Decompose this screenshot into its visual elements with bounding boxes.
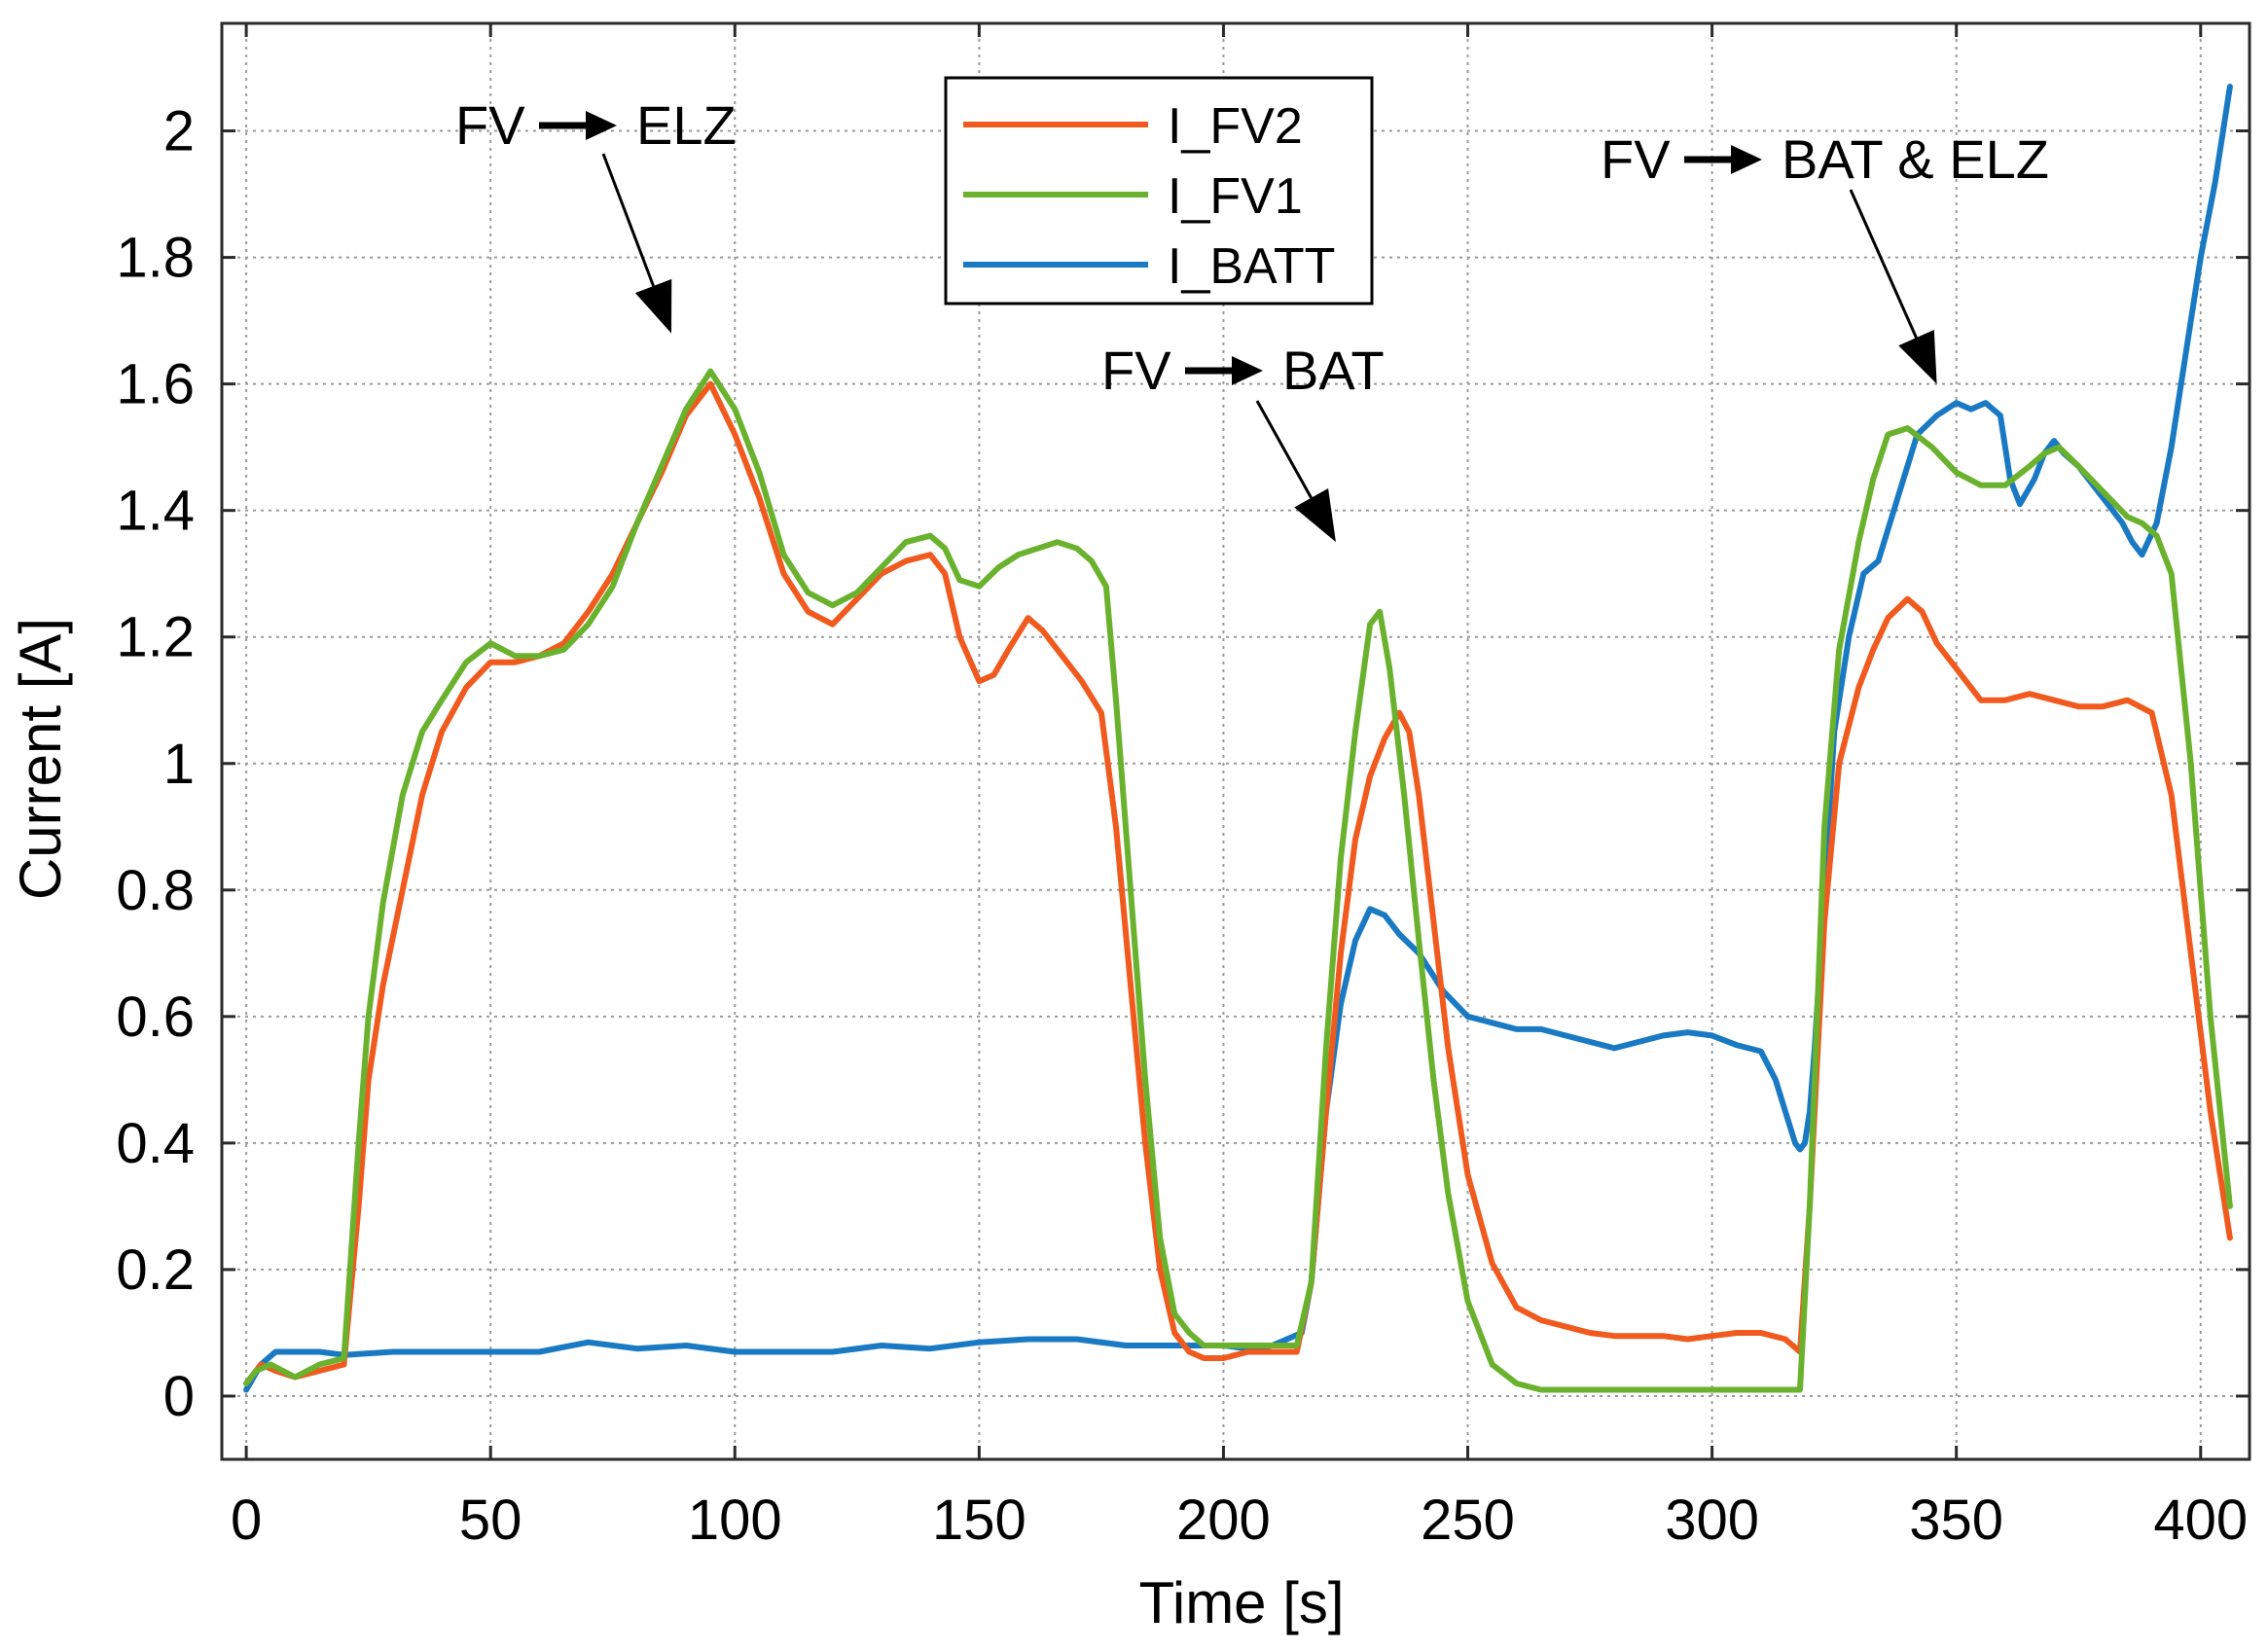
y-tick-label: 0.8 xyxy=(116,859,195,922)
annotation-inline-arrow-head xyxy=(1232,356,1263,385)
annotation-source-label: FV xyxy=(1601,128,1671,190)
series-line-i-fv2 xyxy=(243,380,2233,1386)
annotation-pointer-arrow-head xyxy=(634,278,672,334)
annotation-inline-arrow-head xyxy=(586,111,617,140)
ticks-layer: 0 50 100 150 200 250 300 350 400 0 0.2 0.4 0.6 0.8 1 1.… xyxy=(116,23,2250,1552)
y-tick-label: 1.6 xyxy=(116,353,195,416)
annotation-pointer-arrow-shaft xyxy=(1849,189,1918,339)
annotation-target-label: ELZ xyxy=(636,94,737,156)
y-tick-label: 1.8 xyxy=(116,227,195,290)
x-tick-label: 100 xyxy=(688,1489,782,1552)
y-tick-label: 2 xyxy=(163,100,195,163)
plot-area-frame xyxy=(220,21,2251,1461)
x-tick-label: 0 xyxy=(231,1489,262,1552)
annotation-inline-arrow-head xyxy=(1731,145,1762,174)
y-tick-label: 1 xyxy=(163,733,195,796)
y-tick-label: 0.6 xyxy=(116,986,195,1049)
x-tick-label: 50 xyxy=(459,1489,522,1552)
x-tick-label: 400 xyxy=(2153,1489,2248,1552)
x-tick-label: 300 xyxy=(1665,1489,1759,1552)
annotation-target-label: BAT & ELZ xyxy=(1782,128,2049,190)
y-tick-label: 0.4 xyxy=(116,1112,195,1175)
series-layer xyxy=(243,84,2233,1393)
annotation-2: FV BAT xyxy=(1101,340,1385,543)
y-tick-label: 0 xyxy=(163,1365,195,1428)
annotation-pointer-arrow-shaft xyxy=(1255,400,1313,499)
legend-label-i-fv1: I_FV1 xyxy=(1168,168,1303,225)
annotation-pointer-arrow-shaft xyxy=(601,153,655,287)
y-tick-label: 0.2 xyxy=(116,1238,195,1302)
annotation-source-label: FV xyxy=(455,94,525,156)
annotation-pointer-arrow-head xyxy=(1294,488,1336,543)
annotations-layer: FV ELZ FV BAT FV BAT & ELZ xyxy=(455,94,2049,543)
legend-label-i-batt: I_BATT xyxy=(1168,238,1335,295)
x-tick-label: 150 xyxy=(932,1489,1026,1552)
x-tick-label: 350 xyxy=(1909,1489,2003,1552)
annotation-pointer-arrow-head xyxy=(1898,329,1937,384)
annotation-source-label: FV xyxy=(1101,340,1171,401)
y-tick-label: 1.2 xyxy=(116,606,195,669)
legend-label-i-fv2: I_FV2 xyxy=(1168,98,1303,155)
x-tick-label: 250 xyxy=(1421,1489,1515,1552)
series-line-i-batt xyxy=(243,84,2233,1393)
y-tick-label: 1.4 xyxy=(116,480,195,543)
x-tick-label: 200 xyxy=(1176,1489,1271,1552)
legend: I_FV2 I_FV1 I_BATT xyxy=(944,76,1374,305)
annotation-1: FV ELZ xyxy=(455,94,737,334)
series-line-i-fv1 xyxy=(243,368,2233,1393)
x-axis-title: Time [s] xyxy=(1138,1570,1344,1635)
y-axis-title: Current [A] xyxy=(8,618,73,900)
annotation-3: FV BAT & ELZ xyxy=(1601,128,2049,384)
annotation-target-label: BAT xyxy=(1282,340,1385,401)
